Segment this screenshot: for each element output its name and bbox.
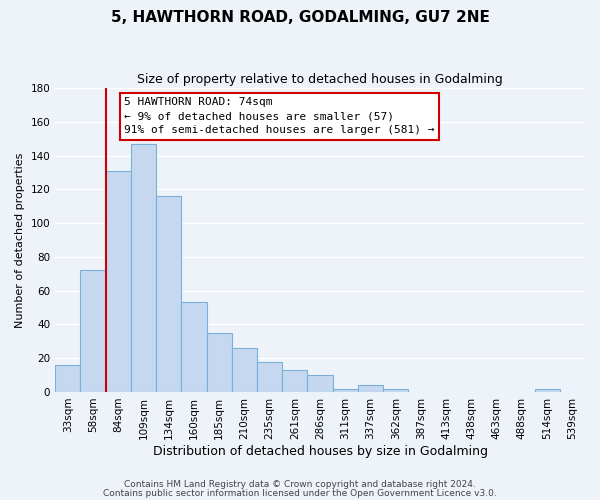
- Text: Contains public sector information licensed under the Open Government Licence v3: Contains public sector information licen…: [103, 488, 497, 498]
- Bar: [80, 270, 106, 392]
- Text: Contains HM Land Registry data © Crown copyright and database right 2024.: Contains HM Land Registry data © Crown c…: [124, 480, 476, 489]
- Bar: [257, 362, 282, 392]
- Bar: [232, 348, 257, 392]
- Text: 5 HAWTHORN ROAD: 74sqm
← 9% of detached houses are smaller (57)
91% of semi-deta: 5 HAWTHORN ROAD: 74sqm ← 9% of detached …: [124, 97, 434, 135]
- Bar: [307, 375, 332, 392]
- Bar: [535, 388, 560, 392]
- Bar: [181, 302, 206, 392]
- Bar: [106, 171, 131, 392]
- Bar: [206, 333, 232, 392]
- Bar: [383, 388, 409, 392]
- Bar: [55, 365, 80, 392]
- Text: 5, HAWTHORN ROAD, GODALMING, GU7 2NE: 5, HAWTHORN ROAD, GODALMING, GU7 2NE: [110, 10, 490, 25]
- Bar: [131, 144, 156, 392]
- Bar: [282, 370, 307, 392]
- Y-axis label: Number of detached properties: Number of detached properties: [15, 152, 25, 328]
- X-axis label: Distribution of detached houses by size in Godalming: Distribution of detached houses by size …: [152, 444, 488, 458]
- Title: Size of property relative to detached houses in Godalming: Size of property relative to detached ho…: [137, 72, 503, 86]
- Bar: [156, 196, 181, 392]
- Bar: [358, 385, 383, 392]
- Bar: [332, 388, 358, 392]
